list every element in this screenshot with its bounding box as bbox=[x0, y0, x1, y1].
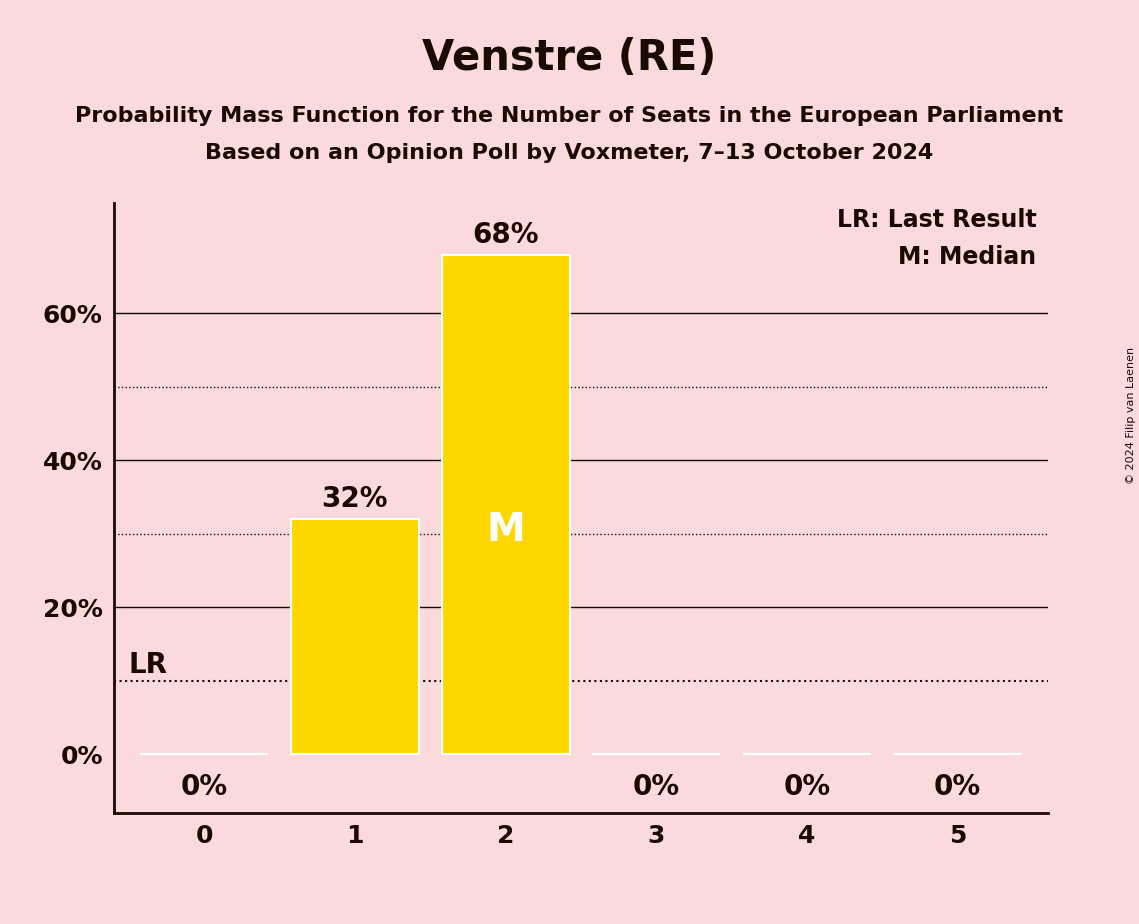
Text: Probability Mass Function for the Number of Seats in the European Parliament: Probability Mass Function for the Number… bbox=[75, 106, 1064, 127]
Bar bbox=[442, 255, 570, 754]
Text: LR: LR bbox=[129, 650, 167, 678]
Text: Venstre (RE): Venstre (RE) bbox=[423, 37, 716, 79]
Bar bbox=[290, 519, 419, 754]
Text: M: M bbox=[486, 510, 525, 549]
Text: 32%: 32% bbox=[321, 485, 388, 514]
Text: Based on an Opinion Poll by Voxmeter, 7–13 October 2024: Based on an Opinion Poll by Voxmeter, 7–… bbox=[205, 143, 934, 164]
Text: LR: Last Result: LR: Last Result bbox=[837, 208, 1036, 232]
Text: 0%: 0% bbox=[934, 773, 981, 801]
Text: © 2024 Filip van Laenen: © 2024 Filip van Laenen bbox=[1126, 347, 1136, 484]
Text: 0%: 0% bbox=[632, 773, 680, 801]
Text: 0%: 0% bbox=[181, 773, 228, 801]
Text: 68%: 68% bbox=[473, 221, 539, 249]
Text: 0%: 0% bbox=[784, 773, 830, 801]
Text: M: Median: M: Median bbox=[899, 245, 1036, 269]
